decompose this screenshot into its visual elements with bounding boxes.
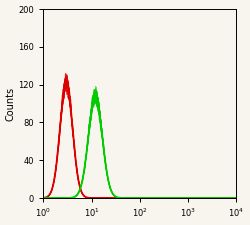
Y-axis label: Counts: Counts [6, 86, 16, 121]
